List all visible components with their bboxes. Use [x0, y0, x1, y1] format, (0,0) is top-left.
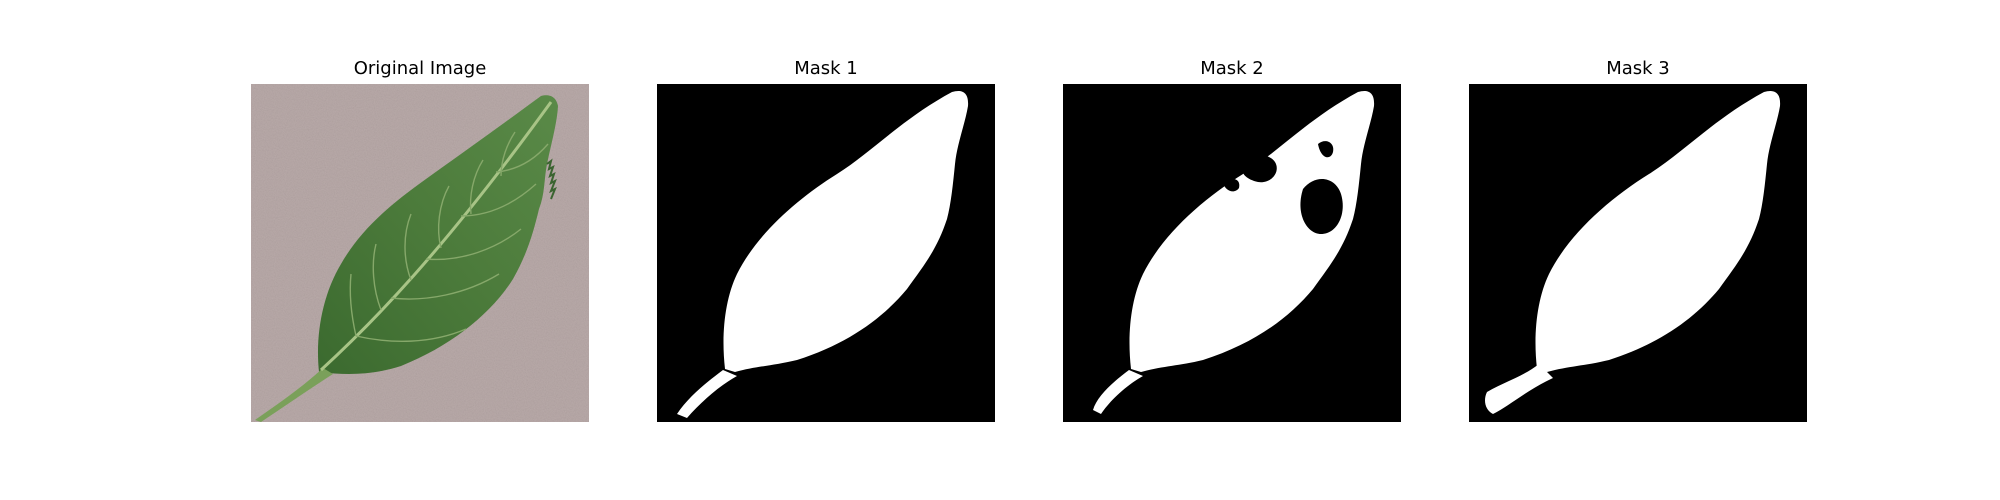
panel-mask-1: Mask 1	[657, 0, 995, 440]
mask-leaf-shape	[1535, 90, 1781, 373]
panel-mask-2: Mask 2	[1063, 0, 1401, 440]
mask-hole-small	[1318, 141, 1334, 158]
mask-3-image	[1469, 84, 1807, 422]
leaf-side-veins	[349, 131, 549, 342]
mask-stem	[1485, 364, 1553, 414]
panel-original-image: Original Image	[251, 0, 589, 440]
leaf-stem	[255, 368, 333, 422]
panel-title: Mask 2	[1200, 58, 1264, 79]
mask-hole-upper	[1242, 155, 1277, 183]
mask-stem-fragment	[695, 383, 717, 400]
mask-stem	[677, 370, 737, 418]
mask-hole-right	[1300, 178, 1343, 234]
panel-mask-3: Mask 3	[1469, 0, 1807, 440]
mask-leaf-shape	[1129, 90, 1375, 373]
mask-2-image	[1063, 84, 1401, 422]
panel-title: Mask 3	[1606, 58, 1670, 79]
panel-title: Original Image	[353, 58, 487, 79]
mask-leaf-shape	[723, 90, 969, 373]
mask-stem	[1093, 370, 1143, 414]
leaf-edge	[546, 158, 557, 200]
mask-notch	[1223, 178, 1240, 192]
leaf-blade	[317, 95, 558, 374]
original-leaf-photo	[251, 84, 589, 422]
mask-1-image	[657, 84, 995, 422]
leaf-midrib	[319, 101, 553, 372]
panel-title: Mask 1	[794, 58, 858, 79]
